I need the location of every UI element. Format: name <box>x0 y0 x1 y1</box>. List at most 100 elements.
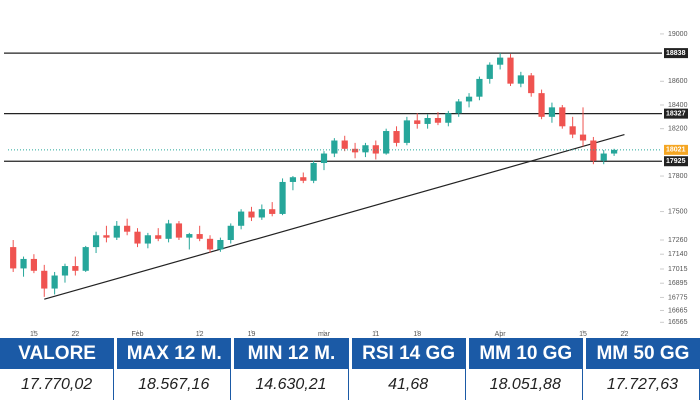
candle-body <box>238 211 245 226</box>
candle-body <box>258 209 265 218</box>
candle-body <box>248 211 255 218</box>
y-tick-label: 18400 <box>668 102 688 109</box>
candle-body <box>103 235 110 238</box>
header-cell: MM 10 GG <box>468 338 583 369</box>
candle-body <box>320 153 328 164</box>
value-cell: 17.770,02 <box>0 369 115 400</box>
candle-body <box>497 57 504 65</box>
candle-body <box>341 140 348 149</box>
candle-body <box>362 145 369 153</box>
x-tick-label: Feb <box>131 331 143 338</box>
candle-body <box>155 235 162 239</box>
candle-body <box>186 234 193 238</box>
candle-body <box>548 107 556 117</box>
y-tick-label: 17140 <box>668 251 688 258</box>
value-cell: 18.051,88 <box>469 369 583 400</box>
candle-body <box>269 209 276 214</box>
header-cell: RSI 14 GG <box>351 338 466 369</box>
header-cell: MIN 12 M. <box>234 338 349 369</box>
y-tick-label: 19000 <box>668 31 688 38</box>
candle-body <box>414 120 421 124</box>
candle-body <box>538 93 545 117</box>
header-cell: VALORE <box>0 338 115 369</box>
level-label: 18838 <box>666 50 686 57</box>
candle-body <box>403 120 410 143</box>
value-cell: 14.630,21 <box>234 369 349 400</box>
candle-body <box>486 64 493 79</box>
candle-body <box>196 234 203 239</box>
x-tick-label: 22 <box>71 331 79 338</box>
candle-body <box>134 231 141 244</box>
candle-body <box>351 148 359 153</box>
candle-body <box>124 225 131 232</box>
candle-body <box>610 149 618 154</box>
candle-body <box>383 131 390 154</box>
candle-body <box>517 75 524 84</box>
last-price-tag <box>664 144 688 155</box>
level-label: 17925 <box>666 158 686 165</box>
candle-body <box>206 238 214 250</box>
candle-body <box>476 78 483 97</box>
candle-body <box>217 239 224 250</box>
candle-body <box>455 101 462 114</box>
y-tick-label: 16895 <box>668 280 688 287</box>
candle-body <box>61 266 69 276</box>
candle-body <box>528 75 535 94</box>
value-cell: 17.727,63 <box>586 369 700 400</box>
y-tick-label: 17800 <box>668 173 688 180</box>
candle-body <box>144 235 151 244</box>
trendline <box>44 134 625 300</box>
header-cell: MM 50 GG <box>585 338 700 369</box>
candle-body <box>600 153 607 161</box>
candle-body <box>279 181 286 214</box>
y-tick-label: 16665 <box>668 307 688 314</box>
candle-body <box>434 118 442 123</box>
candle-body <box>30 258 38 271</box>
value-row: 17.770,02 18.567,16 14.630,21 41,68 18.051,8… <box>0 369 700 400</box>
candle-body <box>175 223 183 238</box>
level-tag <box>664 108 688 119</box>
y-tick-label: 16775 <box>668 294 688 301</box>
candle-body <box>10 247 17 269</box>
y-tick-label: 18600 <box>668 78 688 85</box>
x-tick-label: mar <box>318 331 331 338</box>
candle-body <box>289 177 297 182</box>
header-row: VALORE MAX 12 M. MIN 12 M. RSI 14 GG MM 10 G… <box>0 338 700 369</box>
y-tick-label: 17015 <box>668 266 688 273</box>
candle-body <box>590 140 597 161</box>
x-tick-label: 15 <box>579 331 587 338</box>
header-cell: MAX 12 M. <box>117 338 232 369</box>
candle-body <box>465 96 473 102</box>
x-tick-label: 12 <box>196 331 204 338</box>
candle-body <box>92 235 100 248</box>
candle-body <box>372 145 379 154</box>
x-tick-label: 11 <box>372 331 379 338</box>
candle-body <box>393 131 400 143</box>
candle-body <box>507 57 514 84</box>
level-label: 18327 <box>666 110 686 117</box>
x-tick-label: Apr <box>495 331 507 338</box>
y-tick-label: 18200 <box>668 126 688 133</box>
level-tag <box>664 48 688 59</box>
y-tick-label: 17260 <box>668 237 688 244</box>
level-tag <box>664 156 688 167</box>
candle-body <box>165 223 172 239</box>
x-tick-label: 19 <box>248 331 256 338</box>
candle-body <box>569 126 576 135</box>
candle-body <box>424 118 431 124</box>
candle-body <box>310 163 317 181</box>
value-cell: 18.567,16 <box>117 369 232 400</box>
x-tick-label: 15 <box>30 331 38 338</box>
candle-body <box>579 134 587 141</box>
candle-body <box>41 270 48 289</box>
candle-body <box>20 258 27 269</box>
x-tick-label: 22 <box>621 331 629 338</box>
candle-body <box>72 266 79 271</box>
candle-body <box>559 107 566 127</box>
candle-body <box>51 275 58 289</box>
candle-body <box>445 113 452 123</box>
candle-body <box>227 225 234 240</box>
chart: 16565 16665 16775 16895 17015 17140 17260 17500… <box>4 31 688 338</box>
y-tick-label: 17500 <box>668 208 688 215</box>
